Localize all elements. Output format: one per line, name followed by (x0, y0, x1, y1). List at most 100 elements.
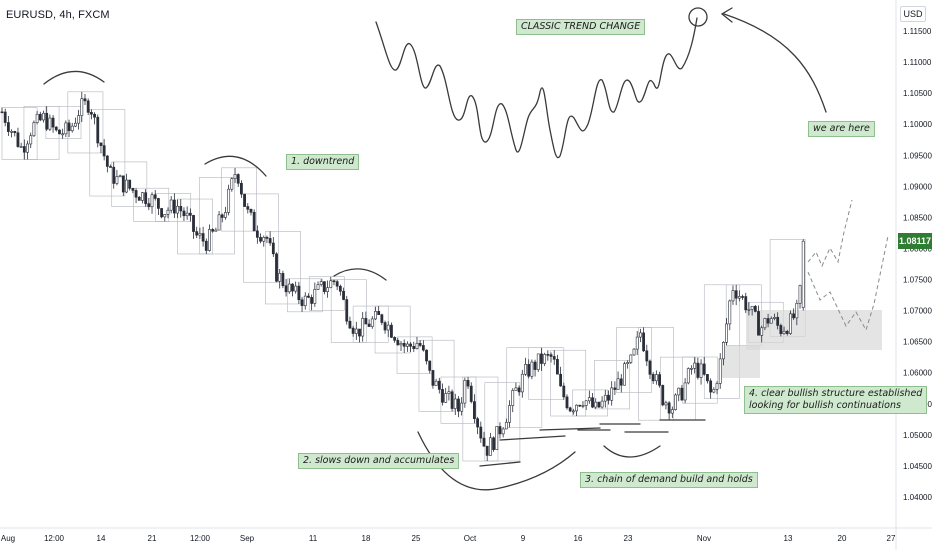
candle-body (686, 368, 690, 384)
candle-body (402, 342, 406, 347)
candle-body (255, 230, 259, 238)
candle-body (543, 354, 547, 364)
annotation-bullish-line2: looking for bullish continuations (749, 400, 901, 411)
candle-body (322, 281, 326, 292)
candle-body (798, 285, 802, 304)
candle-body (479, 426, 483, 439)
swing-high-arc (333, 268, 387, 281)
annotation-we-are-here[interactable]: we are here (808, 121, 875, 137)
candle-body (96, 116, 100, 144)
candle-body (581, 405, 585, 407)
y-tick-label: 1.05000 (903, 431, 932, 440)
annotation-accumulates[interactable]: 2. slows down and accumulates (298, 453, 460, 469)
annotation-bullish-structure[interactable]: 4. clear bullish structure established l… (744, 386, 928, 414)
candle-body (358, 328, 361, 337)
candle-body (469, 385, 473, 402)
candle-body (137, 196, 141, 201)
range-box (243, 193, 279, 283)
candle-body (144, 192, 148, 204)
candle-body (405, 343, 409, 347)
x-tick-label: 25 (412, 534, 421, 543)
candle-body (281, 273, 285, 286)
x-tick-label: Oct (464, 534, 477, 543)
pointer-arrow (723, 13, 827, 113)
y-tick-label: 1.04500 (903, 462, 932, 471)
candle-body (153, 194, 157, 199)
annotation-classic-trend-change[interactable]: CLASSIC TREND CHANGE (516, 19, 646, 35)
candle-body (61, 133, 65, 136)
candle-body (517, 387, 521, 393)
candle-body (208, 229, 211, 251)
candle-body (654, 374, 658, 382)
candle-body (396, 340, 400, 346)
annotation-downtrend[interactable]: 1. downtrend (286, 154, 360, 170)
candle-body (667, 402, 671, 414)
range-box (374, 305, 411, 354)
x-tick-label: 9 (521, 534, 526, 543)
candle-body (603, 394, 607, 402)
candle-body (16, 132, 20, 147)
candle-body (150, 194, 154, 208)
candle-body (345, 299, 349, 322)
candle-body (476, 418, 480, 428)
candle-body (380, 314, 384, 323)
candle-body (64, 122, 68, 135)
candle-body (584, 400, 588, 406)
candle-body (501, 428, 505, 435)
y-tick-label: 1.04000 (903, 493, 932, 502)
candle-body (425, 349, 428, 362)
range-box (396, 336, 433, 374)
candle-body (310, 297, 314, 304)
currency-badge[interactable]: USD (900, 6, 926, 22)
candle-body (89, 112, 93, 115)
candle-body (275, 253, 278, 282)
y-tick-label: 1.11000 (903, 58, 932, 67)
annotation-chain-of-demand[interactable]: 3. chain of demand build and holds (580, 472, 758, 488)
candle-body (578, 404, 582, 407)
x-tick-label: 13 (784, 534, 793, 543)
y-tick-label: 1.09000 (903, 182, 932, 191)
candle-body (141, 192, 144, 201)
candle-body (22, 146, 26, 153)
swing-high-arc (204, 155, 267, 177)
candle-body (741, 296, 744, 298)
candle-body (731, 290, 735, 302)
range-box (638, 327, 674, 421)
candle-body (428, 360, 432, 371)
candle-body (591, 397, 594, 408)
symbol-title[interactable]: EURUSD, 4h, FXCM (6, 9, 110, 21)
candle-body (453, 398, 457, 409)
x-tick-label: 12:00 (44, 534, 65, 543)
candle-body (240, 182, 243, 195)
candle-body (639, 332, 642, 338)
candle-body (763, 318, 767, 329)
range-box (177, 198, 213, 255)
candle-body (6, 122, 10, 132)
candle-body (32, 122, 36, 137)
candle-body (734, 290, 738, 299)
range-box (484, 382, 521, 462)
candle-body (747, 308, 751, 311)
candle-body (785, 330, 789, 334)
candle-body (54, 126, 58, 131)
candle-body (709, 380, 713, 393)
candle-body (769, 318, 773, 324)
candle-body (35, 113, 39, 123)
candle-body (45, 112, 49, 130)
annotation-bullish-line1: 4. clear bullish structure established (749, 388, 923, 399)
candle-body (291, 283, 294, 292)
candle-body (268, 238, 272, 244)
range-box (1, 107, 38, 160)
y-tick-label: 1.06000 (903, 369, 932, 378)
candle-body (460, 402, 464, 412)
range-box (462, 376, 499, 462)
demand-chain-lines (479, 419, 706, 467)
range-box (265, 231, 301, 305)
range-box (111, 161, 148, 207)
candle-body (571, 410, 575, 413)
x-tick-label: 14 (97, 534, 106, 543)
candle-body (648, 360, 652, 375)
candle-body (51, 117, 55, 128)
candle-body (211, 229, 215, 232)
